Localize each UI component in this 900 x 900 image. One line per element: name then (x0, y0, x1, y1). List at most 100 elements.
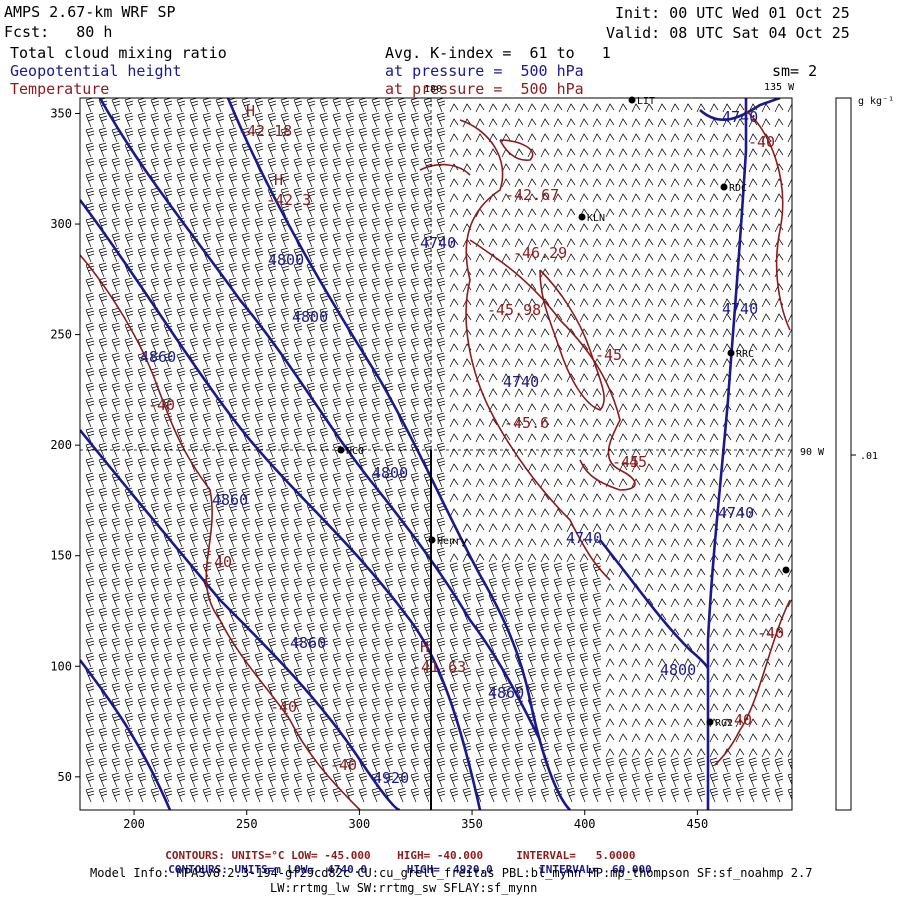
height-contour-label: 4800 (372, 464, 408, 482)
extremum-marker: H (274, 171, 283, 189)
wind-barbs (85, 98, 792, 803)
station-label: NCO (346, 446, 364, 457)
temperature-contour-label: -45 (620, 453, 647, 471)
height-contour (699, 98, 781, 121)
station-marker (428, 536, 436, 544)
colorbar-unit: g kg⁻¹ (858, 96, 894, 107)
temperature-contour-label: -40 (757, 624, 784, 642)
height-contour-label: 4920 (373, 769, 409, 787)
extremum-value: -45.6 (504, 414, 549, 432)
temperature-contour-label: -40 (205, 553, 232, 571)
field1-info: Avg. K-index = 61 to 1 (385, 44, 611, 62)
extremum-value: -42.18 (238, 122, 292, 140)
station-label: LIT (637, 96, 655, 107)
height-contour-label: 4740 (718, 504, 754, 522)
temperature-contour (714, 599, 791, 766)
extremum-value: -45.98 (487, 301, 541, 319)
height-contour-label: 4740 (722, 108, 758, 126)
temperature-contour (80, 254, 361, 810)
height-contour-label: 4860 (290, 634, 326, 652)
height-contour-label: 4740 (566, 529, 602, 547)
station-label: RDC (729, 183, 747, 194)
station-label: RRC (736, 349, 754, 360)
wind-barb-field (85, 98, 792, 803)
x-tick-label: 250 (236, 817, 258, 831)
height-contour (226, 98, 571, 810)
axes: 200 250 300 350 400 450 50 100 150 200 250 300 350 (50, 106, 708, 831)
height-contour-label: 4800 (660, 661, 696, 679)
field3-info: at pressure = 500 hPa (385, 80, 584, 98)
meridian-label: 135 W (764, 82, 795, 93)
extremum-value: -46.29 (513, 244, 567, 262)
height-contour (80, 429, 401, 810)
temperature-contour-label: -40 (748, 133, 775, 151)
temperature-contour (499, 139, 534, 161)
x-tick-label: 200 (123, 817, 145, 831)
station-marker (337, 446, 345, 454)
x-tick-label: 450 (687, 817, 709, 831)
field2-name: Geopotential height (10, 62, 182, 80)
temp-contour-summary: CONTOURS: UNITS=°C LOW= -45.000 HIGH= -4… (165, 849, 636, 862)
x-tick-label: 350 (461, 817, 483, 831)
station-marker (706, 718, 714, 726)
init-time: Init: 00 UTC Wed 01 Oct 25 (615, 4, 850, 22)
y-tick-label: 50 (58, 770, 72, 784)
smoothing-label: sm= 2 (772, 62, 818, 80)
height-contour-label: 4740 (420, 234, 456, 252)
station-label: Henry (437, 536, 467, 547)
temperature-contour (539, 269, 605, 411)
height-contour-label: 4740 (503, 373, 539, 391)
temperature-contour (459, 119, 611, 581)
y-tick-label: 150 (50, 549, 72, 563)
temperature-contour-label: -40 (330, 756, 357, 774)
temperature-contour-label: -40 (270, 698, 297, 716)
colorbar-box (835, 97, 852, 811)
y-tick-label: 200 (50, 438, 72, 452)
model-info-2: LW:rrtmg_lw SW:rrtmg_sw SFLAY:sf_mynn (270, 881, 538, 895)
height-contour-label: 4860 (212, 491, 248, 509)
field1-name: Total cloud mixing ratio (10, 44, 227, 62)
height-contour-label: 4860 (488, 684, 524, 702)
plot-frame (79, 97, 793, 811)
temperature-contour-label: -40 (725, 711, 752, 729)
x-tick-label: 300 (349, 817, 371, 831)
y-tick-label: 300 (50, 217, 72, 231)
y-tick-label: 250 (50, 328, 72, 342)
temperature-contour-label: -45 (612, 453, 639, 471)
x-tick-label: 400 (574, 817, 596, 831)
temperature-contour (744, 109, 791, 331)
temperature-contour-label: -45 (595, 346, 622, 364)
station-marker (782, 566, 790, 574)
height-contour-summary: CONTOURS: UNITS=m LOW= 4740.0 HIGH= 4920… (168, 863, 652, 876)
station-label: KLN (587, 213, 605, 224)
y-tick-label: 350 (50, 106, 72, 120)
station-marker (720, 183, 728, 191)
temperature-contour (469, 239, 636, 491)
height-contour (598, 539, 710, 669)
extremum-value: -42.67 (505, 186, 559, 204)
station-label: RG2 (715, 718, 733, 729)
extremum-value: -41.63 (412, 658, 466, 676)
model-info: Model Info: MPASv8.2.3-194-gf29cd82c CU:… (90, 866, 813, 880)
height-contour-label: 4740 (722, 300, 758, 318)
temperature-contour (419, 163, 471, 176)
y-tick-label: 100 (50, 659, 72, 673)
contour-lines (80, 98, 791, 810)
extremum-marker: H (420, 638, 429, 656)
forecast-hour: Fcst: 80 h (4, 23, 113, 41)
colorbar-tick-label: .01 (860, 451, 878, 462)
colorbar: .01 g kg⁻¹ (835, 96, 894, 811)
height-contour-label: 4860 (140, 348, 176, 366)
height-contour-label: 4800 (292, 308, 328, 326)
height-contour (80, 659, 172, 810)
model-title: AMPS 2.67-km WRF SP (4, 3, 176, 21)
height-contour-label: 4800 (268, 251, 304, 269)
meridian-label: 180 (424, 84, 442, 95)
extremum-marker: H (246, 102, 255, 120)
field2-info: at pressure = 500 hPa (385, 62, 584, 80)
height-contour (80, 199, 482, 810)
station-marker (727, 349, 735, 357)
field3-name: Temperature (10, 80, 110, 98)
extremum-value: -42.3 (266, 191, 311, 209)
